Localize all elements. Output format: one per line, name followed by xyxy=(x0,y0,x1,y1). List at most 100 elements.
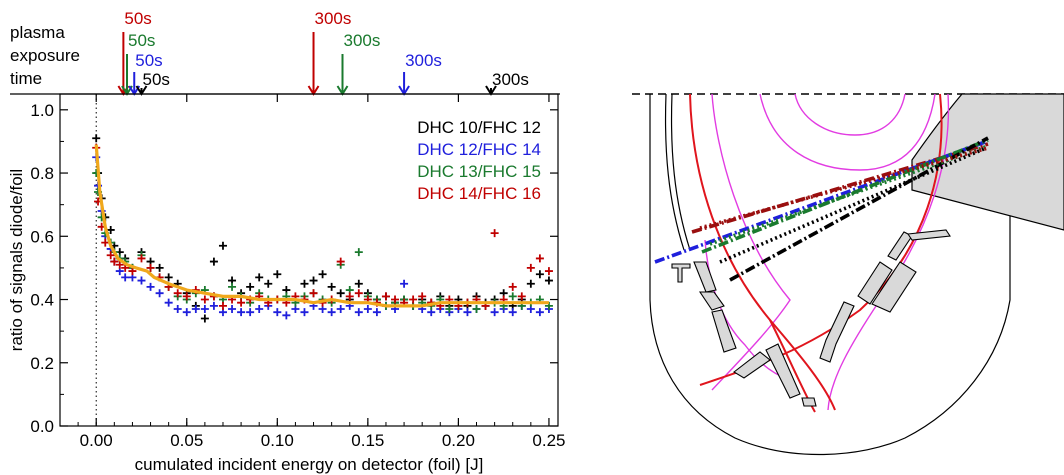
data-point xyxy=(155,263,164,272)
data-point xyxy=(273,308,282,317)
y-tick-label: 0.2 xyxy=(30,354,54,373)
data-point xyxy=(517,292,526,301)
data-point xyxy=(173,289,182,298)
line-of-sight xyxy=(729,136,989,282)
x-axis-label: cumulated incident energy on detector (f… xyxy=(135,455,484,474)
data-point xyxy=(237,298,246,307)
flux-surface xyxy=(759,93,936,171)
flux-surface xyxy=(711,93,791,391)
flux-surface xyxy=(794,93,906,136)
data-point xyxy=(508,292,517,301)
x-tick-label: 0.05 xyxy=(170,431,203,450)
x-tick-label: 0.20 xyxy=(442,431,475,450)
divertor-tile xyxy=(733,351,771,379)
data-point xyxy=(228,282,237,291)
data-point xyxy=(228,305,237,314)
data-point xyxy=(327,308,336,317)
y-tick-label: 0.0 xyxy=(30,417,54,436)
divertor-tile xyxy=(857,261,893,305)
exposure-marker-label: 50s xyxy=(128,31,155,50)
legend-entry: DHC 14/FHC 16 xyxy=(417,184,541,203)
exposure-marker-label: 50s xyxy=(135,51,162,70)
exposure-marker-label: 300s xyxy=(492,70,529,89)
x-tick-label: 0.10 xyxy=(261,431,294,450)
data-point xyxy=(164,273,173,282)
data-point xyxy=(246,282,255,291)
separatrix xyxy=(689,93,943,413)
fit-curve xyxy=(94,144,549,308)
legend: DHC 10/FHC 12 DHC 12/FHC 14 DHC 13/FHC 15 D… xyxy=(417,118,541,203)
data-point xyxy=(137,276,146,285)
divertor-tile xyxy=(871,261,917,313)
data-point xyxy=(137,254,146,263)
y-tick-label: 0.6 xyxy=(30,227,54,246)
exposure-marker-label: 300s xyxy=(344,31,381,50)
data-point xyxy=(182,292,191,301)
data-point xyxy=(164,298,173,307)
data-point xyxy=(200,305,209,314)
flux-surfaces xyxy=(704,93,950,411)
exposure-time-axis: plasma exposure time 50s50s50s50s300s300… xyxy=(10,9,560,96)
data-point xyxy=(146,263,155,272)
x-tick-label: 0.15 xyxy=(351,431,384,450)
y-tick-label: 0.8 xyxy=(30,164,54,183)
data-point xyxy=(255,273,264,282)
data-point xyxy=(508,282,517,291)
exposure-marker: 300s xyxy=(485,70,529,96)
data-point xyxy=(327,282,336,291)
data-point xyxy=(106,225,115,234)
data-point xyxy=(128,267,137,276)
exposure-marker: 50s xyxy=(135,70,170,96)
data-point xyxy=(182,308,191,317)
exposure-marker: 300s xyxy=(307,9,351,96)
data-point xyxy=(191,305,200,314)
data-point xyxy=(146,282,155,291)
data-point xyxy=(535,254,544,263)
exposure-title-line: exposure xyxy=(10,46,80,65)
data-point xyxy=(300,279,309,288)
scatter-plot: 0.00 0.05 0.10 0.15 0.20 0.25 0.0 0.2 0.4 0.6 0.8… xyxy=(7,93,565,474)
separatrix-line xyxy=(689,93,836,411)
legend-entry: DHC 12/FHC 14 xyxy=(417,140,541,159)
data-point xyxy=(400,279,409,288)
data-point xyxy=(354,248,363,257)
data-point xyxy=(354,279,363,288)
data-point xyxy=(418,292,427,301)
exposure-marker-label: 300s xyxy=(405,51,442,70)
data-point xyxy=(173,305,182,314)
line-of-sight xyxy=(719,146,987,264)
legend-entry: DHC 13/FHC 15 xyxy=(417,162,541,181)
data-point xyxy=(246,308,255,317)
y-ticks: 0.0 0.2 0.4 0.6 0.8 1.0 xyxy=(30,101,558,436)
data-point xyxy=(463,308,472,317)
y-tick-label: 0.4 xyxy=(30,291,54,310)
divertor-tile xyxy=(801,397,817,407)
y-tick-label: 1.0 xyxy=(30,101,54,120)
data-point xyxy=(282,311,291,320)
data-point xyxy=(209,257,218,266)
inner-heat-shield xyxy=(664,93,685,251)
data-point xyxy=(526,263,535,272)
data-point xyxy=(490,229,499,238)
data-point xyxy=(300,308,309,317)
x-ticks: 0.00 0.05 0.10 0.15 0.20 0.25 xyxy=(77,94,565,450)
data-point xyxy=(101,238,110,247)
lines-of-sight xyxy=(654,136,989,282)
y-axis-label: ratio of signals diode/foil xyxy=(7,169,26,351)
inner-heat-shield xyxy=(670,93,691,251)
x-tick-label: 0.25 xyxy=(532,431,565,450)
data-point xyxy=(409,295,418,304)
line-of-sight xyxy=(654,140,986,264)
divertor-tile xyxy=(819,301,855,363)
data-point xyxy=(264,279,273,288)
data-point xyxy=(121,273,130,282)
exposure-title-line: time xyxy=(10,69,42,88)
exposure-marker: 300s xyxy=(336,31,381,96)
data-point xyxy=(544,267,553,276)
exposure-marker-label: 50s xyxy=(124,9,151,28)
data-point xyxy=(508,308,517,317)
data-point xyxy=(309,276,318,285)
data-point xyxy=(115,260,124,269)
